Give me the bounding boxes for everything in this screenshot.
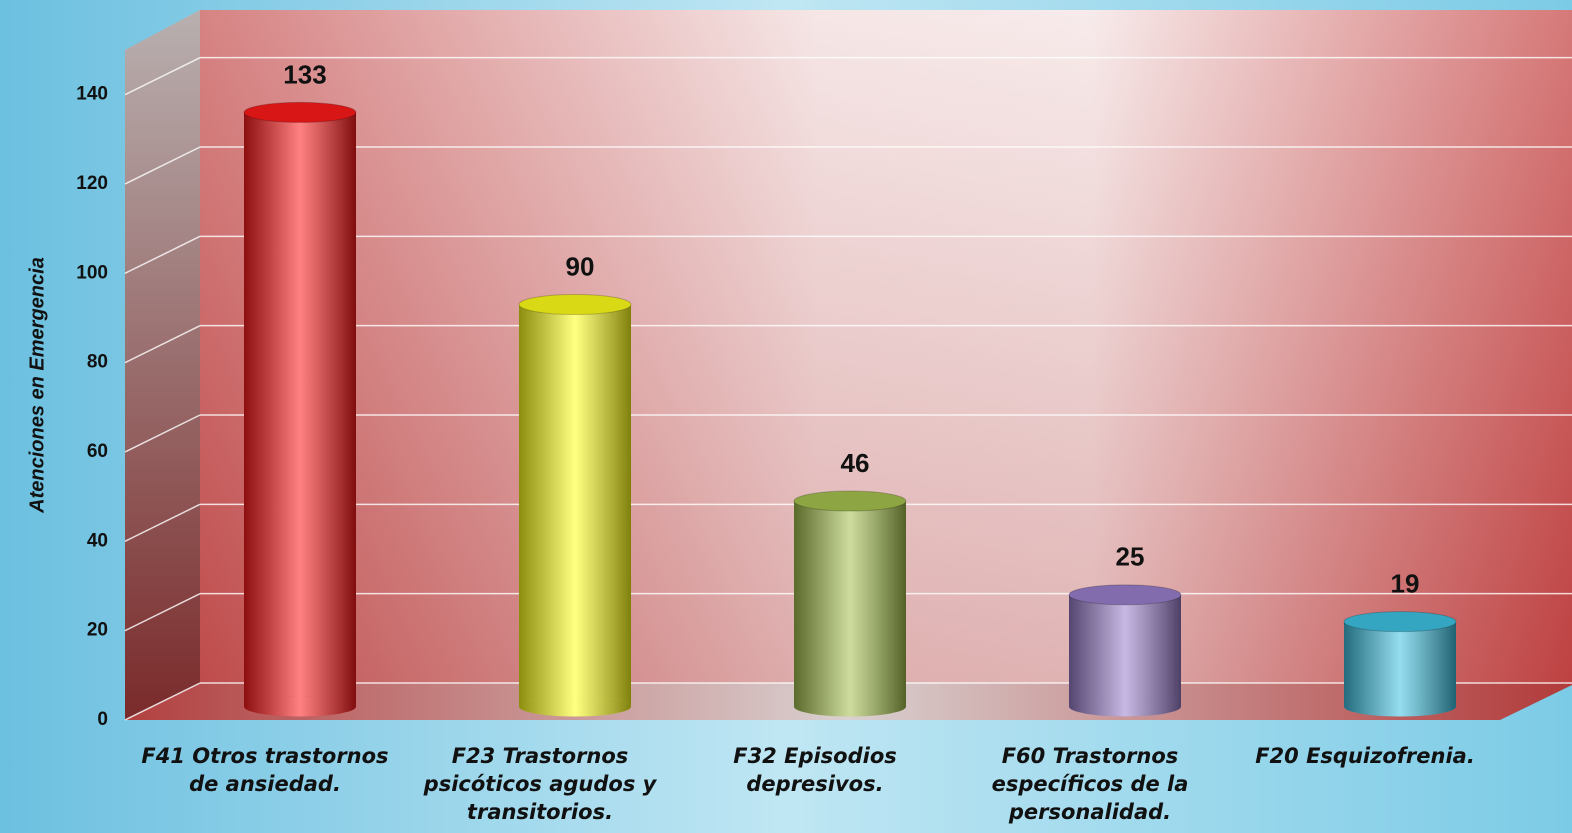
bar-top-shade (244, 102, 356, 123)
bar-top (1343, 611, 1457, 633)
bar-top (1068, 584, 1182, 606)
bar-top (243, 101, 357, 123)
y-tick-label: 0 (97, 709, 108, 730)
bar-top (518, 294, 632, 315)
bar (518, 294, 632, 717)
data-label: 19 (1391, 569, 1420, 599)
x-tick-label: F41 Otros trastornos de ansiedad. (141, 744, 389, 796)
bar-bottom-shade (1069, 696, 1181, 717)
y-tick-label: 60 (87, 441, 108, 462)
y-tick-label: 40 (87, 530, 108, 551)
bar-bottom-shade (244, 696, 356, 717)
grid-line (124, 503, 201, 543)
side-wall (125, 10, 200, 720)
bar-bottom-shade (519, 696, 631, 717)
data-label: 90 (566, 251, 595, 281)
bar-shade (1344, 621, 1456, 707)
grid-line (124, 146, 201, 185)
bar-top (793, 490, 907, 512)
y-tick-label: 100 (76, 262, 108, 283)
bar-top-shade (1344, 611, 1456, 632)
bar-top-shade (794, 491, 906, 512)
grid-line (124, 682, 201, 721)
bar-bottom-shade (1344, 696, 1456, 717)
bar-shade (244, 112, 356, 707)
data-label: 25 (1116, 542, 1145, 572)
data-label: 46 (841, 448, 870, 478)
y-axis-label: Atenciones en Emergencia (26, 257, 48, 514)
bar-bottom-shade (794, 696, 906, 717)
x-tick-label: F32 Episodios depresivos. (733, 744, 897, 796)
bar-shade (794, 501, 906, 707)
y-tick-label: 20 (87, 620, 108, 641)
bar (1068, 584, 1182, 717)
bar-top-shade (1069, 584, 1181, 605)
bar (1343, 611, 1457, 717)
bar (793, 490, 907, 717)
bar (243, 101, 357, 717)
grid-line (124, 235, 201, 275)
x-tick-label: F20 Esquizofrenia. (1255, 744, 1475, 768)
grid-line (124, 592, 201, 632)
x-tick-label: F23 Trastornos psicóticos agudos y trans… (423, 744, 657, 824)
grid-line (124, 414, 201, 453)
bar-shade (1069, 594, 1181, 707)
grid-line (124, 324, 201, 364)
y-tick-label: 140 (76, 84, 108, 105)
data-label: 133 (283, 59, 326, 89)
y-tick-label: 80 (87, 352, 108, 373)
bar-shade (519, 304, 631, 707)
x-tick-label: F60 Trastornos específicos de la persona… (991, 744, 1189, 824)
grid-line (124, 56, 201, 96)
bar-top-shade (519, 294, 631, 315)
y-tick-label: 120 (76, 173, 108, 194)
